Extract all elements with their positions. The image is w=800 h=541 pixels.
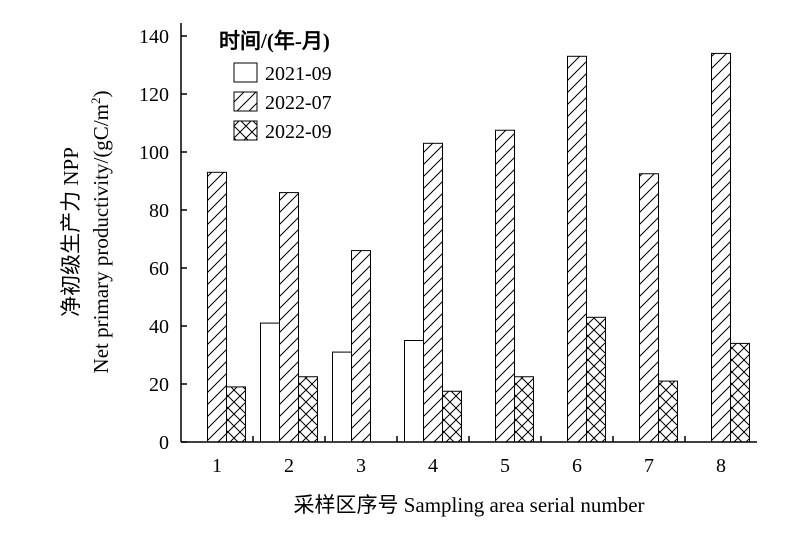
bar-2021-09-site-2 <box>260 322 280 443</box>
bars-layer <box>207 52 750 443</box>
legend-label-2021-09: 2021-09 <box>265 63 332 85</box>
x-tick-label: 8 <box>716 455 726 477</box>
y-axis-title: 净初级生产力 NPP Net primary productivity/(gC/… <box>59 91 113 374</box>
legend-swatch-2022-09 <box>233 120 258 141</box>
bar-2022-07-site-8 <box>711 52 731 443</box>
bar-2022-07-site-4 <box>423 142 443 443</box>
y-axis-title-line2-main: Net primary productivity/(gC/m <box>89 104 113 373</box>
y-axis-title-line2-sup: 2 <box>88 98 103 105</box>
y-axis-title-line2: Net primary productivity/(gC/m2) <box>88 91 113 374</box>
x-tick-label: 3 <box>356 455 366 477</box>
y-tick-label: 120 <box>139 84 169 106</box>
bar-2022-09-site-4 <box>442 390 462 443</box>
x-ticks: 1 2 3 4 5 6 7 8 <box>212 436 726 477</box>
bar-2021-09-site-4 <box>404 340 424 443</box>
x-tick-label: 4 <box>428 455 438 477</box>
y-tick-label: 140 <box>139 26 169 48</box>
bar-2022-09-site-2 <box>298 376 318 443</box>
y-tick-label: 80 <box>149 200 169 222</box>
y-tick-label: 20 <box>149 374 169 396</box>
legend-title: 时间/(年-月) <box>219 29 330 53</box>
bar-2022-09-site-6 <box>586 316 606 443</box>
legend-swatch-2021-09 <box>233 62 258 83</box>
y-axis-title-line1: 净初级生产力 NPP <box>59 147 83 317</box>
bar-2022-09-site-7 <box>658 380 678 443</box>
bar-2022-09-site-1 <box>226 386 246 443</box>
y-tick-label: 100 <box>139 142 169 164</box>
bar-2022-09-site-5 <box>514 376 534 443</box>
bar-2022-07-site-5 <box>495 129 515 443</box>
legend: 时间/(年-月) 2021-09 2022-07 2022-09 <box>219 29 332 143</box>
bar-2022-07-site-7 <box>639 173 659 443</box>
y-ticks: 0 20 40 60 80 100 120 140 <box>139 26 187 454</box>
bar-2021-09-site-3 <box>332 351 352 443</box>
x-tick-label: 7 <box>644 455 654 477</box>
bar-2022-07-site-1 <box>207 171 227 443</box>
y-tick-label: 60 <box>149 258 169 280</box>
x-tick-label: 5 <box>500 455 510 477</box>
y-tick-label: 0 <box>159 432 169 454</box>
x-tick-label: 1 <box>212 455 222 477</box>
legend-items: 2021-09 2022-07 2022-09 <box>233 62 332 143</box>
x-tick-label: 2 <box>284 455 294 477</box>
x-tick-label: 6 <box>572 455 582 477</box>
legend-label-2022-09: 2022-09 <box>265 121 332 143</box>
bar-2022-07-site-6 <box>567 55 587 443</box>
x-axis-title: 采样区序号 Sampling area serial number <box>293 493 644 517</box>
bar-2022-09-site-8 <box>730 342 750 443</box>
legend-swatch-2022-07 <box>233 91 258 112</box>
y-axis-title-line2-end: ) <box>89 91 113 98</box>
bar-2022-07-site-2 <box>279 192 299 443</box>
y-tick-label: 40 <box>149 316 169 338</box>
legend-label-2022-07: 2022-07 <box>265 92 332 114</box>
bar-2022-07-site-3 <box>351 250 371 443</box>
